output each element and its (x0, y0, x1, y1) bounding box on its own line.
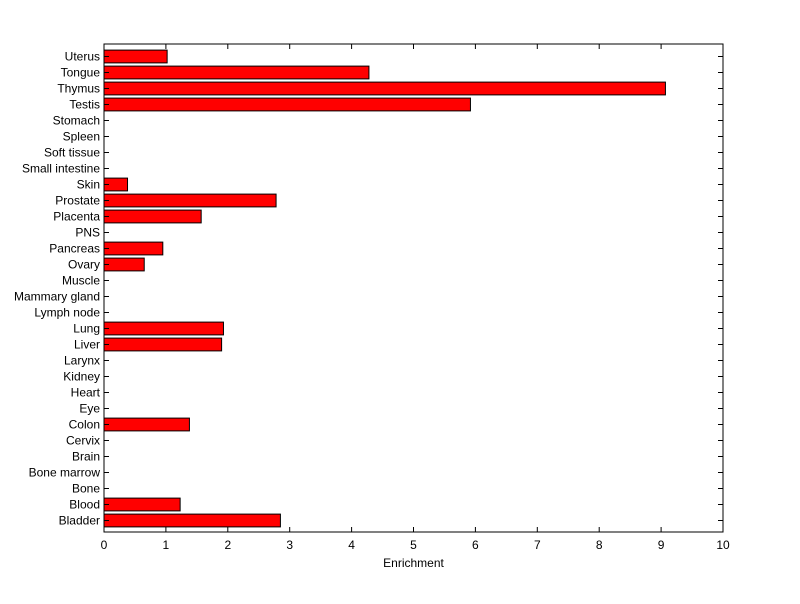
y-tick-label-heart: Heart (71, 386, 101, 400)
y-tick-label-skin: Skin (77, 178, 100, 192)
y-tick-label-bone-marrow: Bone marrow (29, 466, 101, 480)
y-tick-label-stomach: Stomach (53, 114, 100, 128)
x-tick-label-2: 2 (224, 538, 231, 552)
y-tick-label-tongue: Tongue (61, 66, 101, 80)
y-tick-label-lymph-node: Lymph node (34, 306, 100, 320)
x-axis-ticks: 0 1 2 3 4 5 6 7 8 9 10 (101, 44, 730, 552)
bar-pancreas (103, 241, 164, 256)
y-tick-label-mammary-gland: Mammary gland (14, 290, 100, 304)
bar-lung (103, 321, 224, 336)
x-tick-label-8: 8 (596, 538, 603, 552)
x-tick-label-3: 3 (286, 538, 293, 552)
bar-blood (103, 497, 181, 512)
bar-prostate (103, 193, 277, 208)
y-tick-label-bladder: Bladder (59, 514, 100, 528)
y-tick-label-ovary: Ovary (68, 258, 100, 272)
y-tick-label-placenta: Placenta (53, 210, 100, 224)
y-tick-label-uterus: Uterus (65, 50, 100, 64)
y-tick-label-eye: Eye (79, 402, 100, 416)
y-tick-label-testis: Testis (69, 98, 100, 112)
x-tick-label-5: 5 (410, 538, 417, 552)
y-tick-label-cervix: Cervix (66, 434, 100, 448)
y-tick-label-prostate: Prostate (55, 194, 100, 208)
x-tick-label-6: 6 (472, 538, 479, 552)
bar-thymus (103, 81, 666, 96)
y-tick-label-colon: Colon (69, 418, 100, 432)
bar-placenta (103, 209, 202, 224)
x-tick-label-10: 10 (716, 538, 730, 552)
y-tick-label-pancreas: Pancreas (49, 242, 100, 256)
y-tick-label-soft-tissue: Soft tissue (44, 146, 100, 160)
bar-colon (103, 417, 190, 432)
x-tick-label-9: 9 (658, 538, 665, 552)
y-tick-label-kidney: Kidney (63, 370, 100, 384)
y-tick-label-bone: Bone (72, 482, 100, 496)
y-tick-label-thymus: Thymus (57, 82, 100, 96)
y-axis-ticks: Uterus Tongue Thymus Testis Stomach Spleen Sof… (14, 50, 723, 528)
bar-testis (103, 97, 471, 112)
plot-area-frame (103, 43, 724, 533)
x-axis-label: Enrichment (383, 556, 444, 570)
y-tick-label-blood: Blood (69, 498, 100, 512)
bar-uterus (103, 49, 168, 64)
bar-ovary (103, 257, 145, 272)
x-tick-label-1: 1 (163, 538, 170, 552)
y-tick-label-pns: PNS (75, 226, 100, 240)
y-tick-label-liver: Liver (74, 338, 100, 352)
y-tick-label-larynx: Larynx (64, 354, 100, 368)
bar-bladder (103, 513, 281, 528)
y-tick-label-muscle: Muscle (62, 274, 100, 288)
x-tick-label-4: 4 (348, 538, 355, 552)
bar-tongue (103, 65, 370, 80)
y-tick-label-brain: Brain (72, 450, 100, 464)
y-tick-label-spleen: Spleen (63, 130, 100, 144)
x-tick-label-7: 7 (534, 538, 541, 552)
y-tick-label-lung: Lung (73, 322, 100, 336)
y-tick-label-small-intestine: Small intestine (22, 162, 100, 176)
x-tick-label-0: 0 (101, 538, 108, 552)
bar-liver (103, 337, 223, 352)
